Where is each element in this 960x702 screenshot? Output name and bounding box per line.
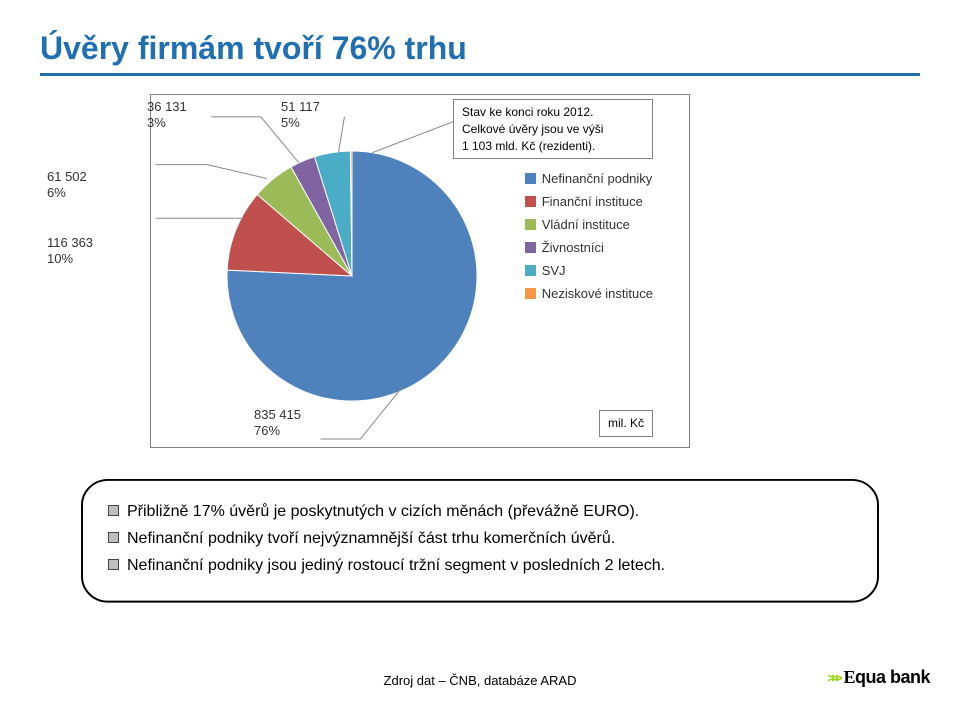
legend-label: Finanční instituce <box>542 194 643 209</box>
bullet-item: Nefinanční podniky tvoří nejvýznamnější … <box>108 527 852 550</box>
chart-box: Nefinanční podniky Finanční instituce Vlád… <box>150 94 690 448</box>
legend-item-nefinancni: Nefinanční podniky <box>525 171 653 186</box>
legend-swatch <box>525 265 536 276</box>
unit-label: mil. Kč <box>599 410 653 437</box>
bullets-box: Přibližně 17% úvěrů je poskytnutých v ci… <box>80 478 880 604</box>
data-label-zivnostnici: 36 1313% <box>147 99 187 132</box>
logo-icon: >>> <box>827 671 839 685</box>
legend-item-vladni: Vládní instituce <box>525 217 653 232</box>
legend-swatch <box>525 196 536 207</box>
legend-swatch <box>525 242 536 253</box>
info-box-top: Stav ke konci roku 2012.Celkové úvěry js… <box>453 99 653 159</box>
legend-label: Vládní instituce <box>542 217 630 232</box>
bullet-text: Nefinanční podniky tvoří nejvýznamnější … <box>127 527 615 550</box>
legend-label: Živnostníci <box>542 240 604 255</box>
bullet-text: Přibližně 17% úvěrů je poskytnutých v ci… <box>127 500 639 523</box>
chart-area: Nefinanční podniky Finanční instituce Vlád… <box>40 94 920 454</box>
bullet-icon <box>108 532 119 543</box>
legend-label: Nefinanční podniky <box>542 171 653 186</box>
legend-swatch <box>525 173 536 184</box>
brand-logo: >>> Equa bank <box>827 667 930 688</box>
legend-label: SVJ <box>542 263 566 278</box>
bullet-item: Nefinanční podniky jsou jediný rostoucí … <box>108 554 852 577</box>
page-title: Úvěry firmám tvoří 76% trhu <box>40 30 920 67</box>
legend: Nefinanční podniky Finanční instituce Vlád… <box>525 171 653 309</box>
legend-label: Neziskové instituce <box>542 286 653 301</box>
legend-swatch <box>525 288 536 299</box>
legend-swatch <box>525 219 536 230</box>
data-label-nefinancni: 835 41576% <box>254 407 301 440</box>
bullet-text: Nefinanční podniky jsou jediný rostoucí … <box>127 554 665 577</box>
data-label-svj: 51 1175% <box>281 99 320 132</box>
title-rule <box>40 73 920 76</box>
bullet-icon <box>108 505 119 516</box>
legend-item-neziskove: Neziskové instituce <box>525 286 653 301</box>
legend-item-financni: Finanční instituce <box>525 194 653 209</box>
footer-source: Zdroj dat – ČNB, databáze ARAD <box>0 673 960 688</box>
leader-svj <box>338 117 344 153</box>
bullet-item: Přibližně 17% úvěrů je poskytnutých v ci… <box>108 500 852 523</box>
bullet-icon <box>108 559 119 570</box>
data-label-vladni: 61 5026% <box>47 169 87 202</box>
legend-item-zivnostnici: Živnostníci <box>525 240 653 255</box>
pie-chart <box>227 151 477 401</box>
legend-item-svj: SVJ <box>525 263 653 278</box>
data-label-financni: 116 36310% <box>47 235 93 268</box>
